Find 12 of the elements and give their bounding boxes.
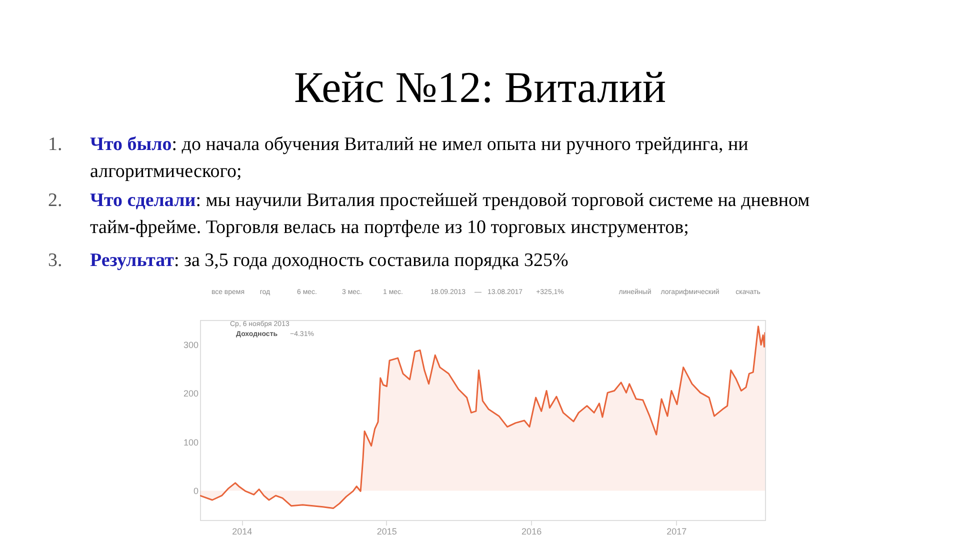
- text: 3. Результат: за 3,5 года доходность составила порядка 325%: [48, 250, 568, 271]
- text: 1. Что было: до начала обучения Виталий не имел опыта ни ручного трейдинга, ни алгоритмического;: [48, 134, 748, 182]
- y-tick-label: 0: [193, 486, 198, 496]
- x-tick-label: 2017: [666, 526, 687, 536]
- x-tick-label: 2016: [522, 526, 542, 536]
- y-tick-label: 200: [183, 388, 198, 399]
- x-tick-label: 2015: [376, 526, 397, 536]
- text: 2. Что сделали: мы научили Виталия простейшей трендовой торговой системе на дневном тайм-фрейме. Торговля велась на портфеле из 10 торговых инструментов;: [48, 190, 810, 238]
- y-tick-label: 100: [183, 437, 198, 448]
- x-tick-label: 2014: [232, 526, 252, 536]
- y-tick-label: 300: [183, 340, 198, 350]
- chart-title: Кейс №12: Виталий: [294, 63, 666, 112]
